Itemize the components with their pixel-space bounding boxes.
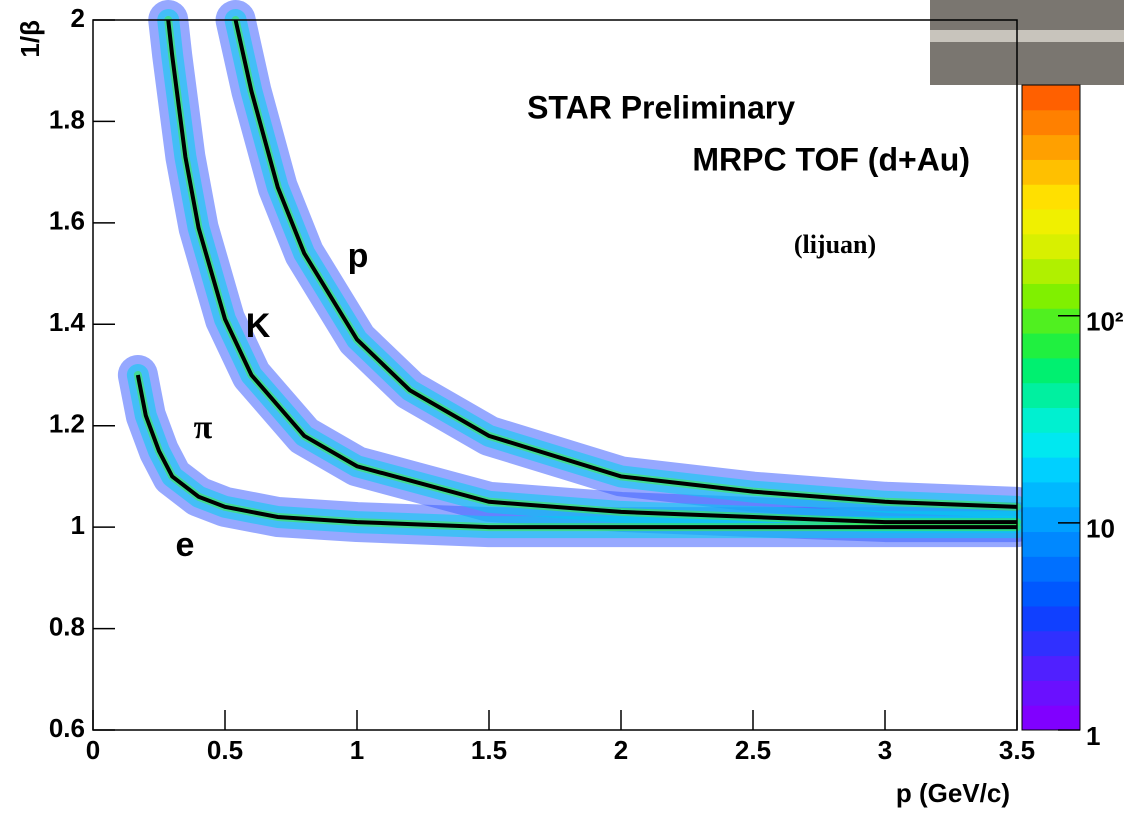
colorbar-tick-label: 10² (1086, 307, 1124, 337)
y-tick-label: 2 (71, 3, 85, 33)
x-axis-title: p (GeV/c) (896, 778, 1010, 808)
colorbar-tick-label: 10 (1086, 514, 1115, 544)
x-tick-label: 1.5 (471, 735, 507, 765)
colorbar-swatch (1022, 159, 1080, 185)
x-tick-label: 2 (614, 735, 628, 765)
colorbar-swatch (1022, 705, 1080, 731)
y-tick-label: 1.4 (49, 307, 86, 337)
colorbar-swatch (1022, 655, 1080, 681)
annotation: p (348, 237, 369, 275)
colorbar-swatch (1022, 258, 1080, 284)
colorbar-swatch (1022, 357, 1080, 384)
photo (930, 0, 1124, 85)
colorbar-swatch (1022, 531, 1080, 557)
x-tick-label: 0.5 (207, 735, 243, 765)
colorbar-swatch (1022, 630, 1080, 657)
colorbar-swatch (1022, 432, 1080, 458)
x-tick-label: 1 (350, 735, 364, 765)
colorbar-swatch (1022, 680, 1080, 706)
colorbar-swatch (1022, 382, 1080, 408)
curve (166, 19, 1017, 525)
x-tick-label: 3.5 (999, 735, 1035, 765)
x-tick-label: 2.5 (735, 735, 771, 765)
annotation: (lijuan) (794, 230, 876, 259)
colorbar-swatch (1022, 407, 1080, 433)
colorbar-frame (1021, 84, 1081, 731)
plot-frame (92, 19, 1018, 731)
colorbar-swatch (1022, 581, 1080, 607)
colorbar-swatch (1022, 308, 1080, 334)
colorbar-swatch (1022, 556, 1080, 582)
curve (135, 374, 1017, 530)
x-tick-label: 0 (86, 735, 100, 765)
colorbar-tick-label: 1 (1086, 721, 1100, 751)
y-tick-label: 1 (71, 510, 85, 540)
y-tick-label: 1.8 (49, 104, 85, 134)
colorbar-swatch (1022, 134, 1080, 160)
annotation: MRPC TOF (d+Au) (692, 141, 970, 177)
y-tick-label: 0.8 (49, 611, 85, 641)
colorbar-swatch (1022, 283, 1080, 309)
colorbar-swatch (1022, 184, 1080, 210)
y-tick-label: 1.6 (49, 206, 85, 236)
curve (233, 19, 1018, 509)
colorbar-swatch (1022, 333, 1080, 359)
y-axis-title: 1/β (15, 20, 45, 58)
annotation: STAR Preliminary (527, 89, 795, 125)
annotation: K (246, 307, 271, 345)
x-tick-label: 3 (878, 735, 892, 765)
colorbar-swatch (1022, 481, 1080, 508)
colorbar-swatch (1022, 233, 1080, 260)
colorbar-swatch (1022, 457, 1080, 483)
colorbar-swatch (1022, 109, 1080, 136)
colorbar-swatch (1022, 605, 1080, 632)
annotation: e (176, 526, 195, 564)
photo-stripe (930, 30, 1124, 42)
y-tick-label: 1.2 (49, 409, 85, 439)
colorbar-swatch (1022, 85, 1080, 111)
colorbar-swatch (1022, 209, 1080, 235)
colorbar-swatch (1022, 506, 1080, 533)
y-tick-label: 0.6 (49, 713, 85, 743)
annotation: π (194, 409, 213, 446)
